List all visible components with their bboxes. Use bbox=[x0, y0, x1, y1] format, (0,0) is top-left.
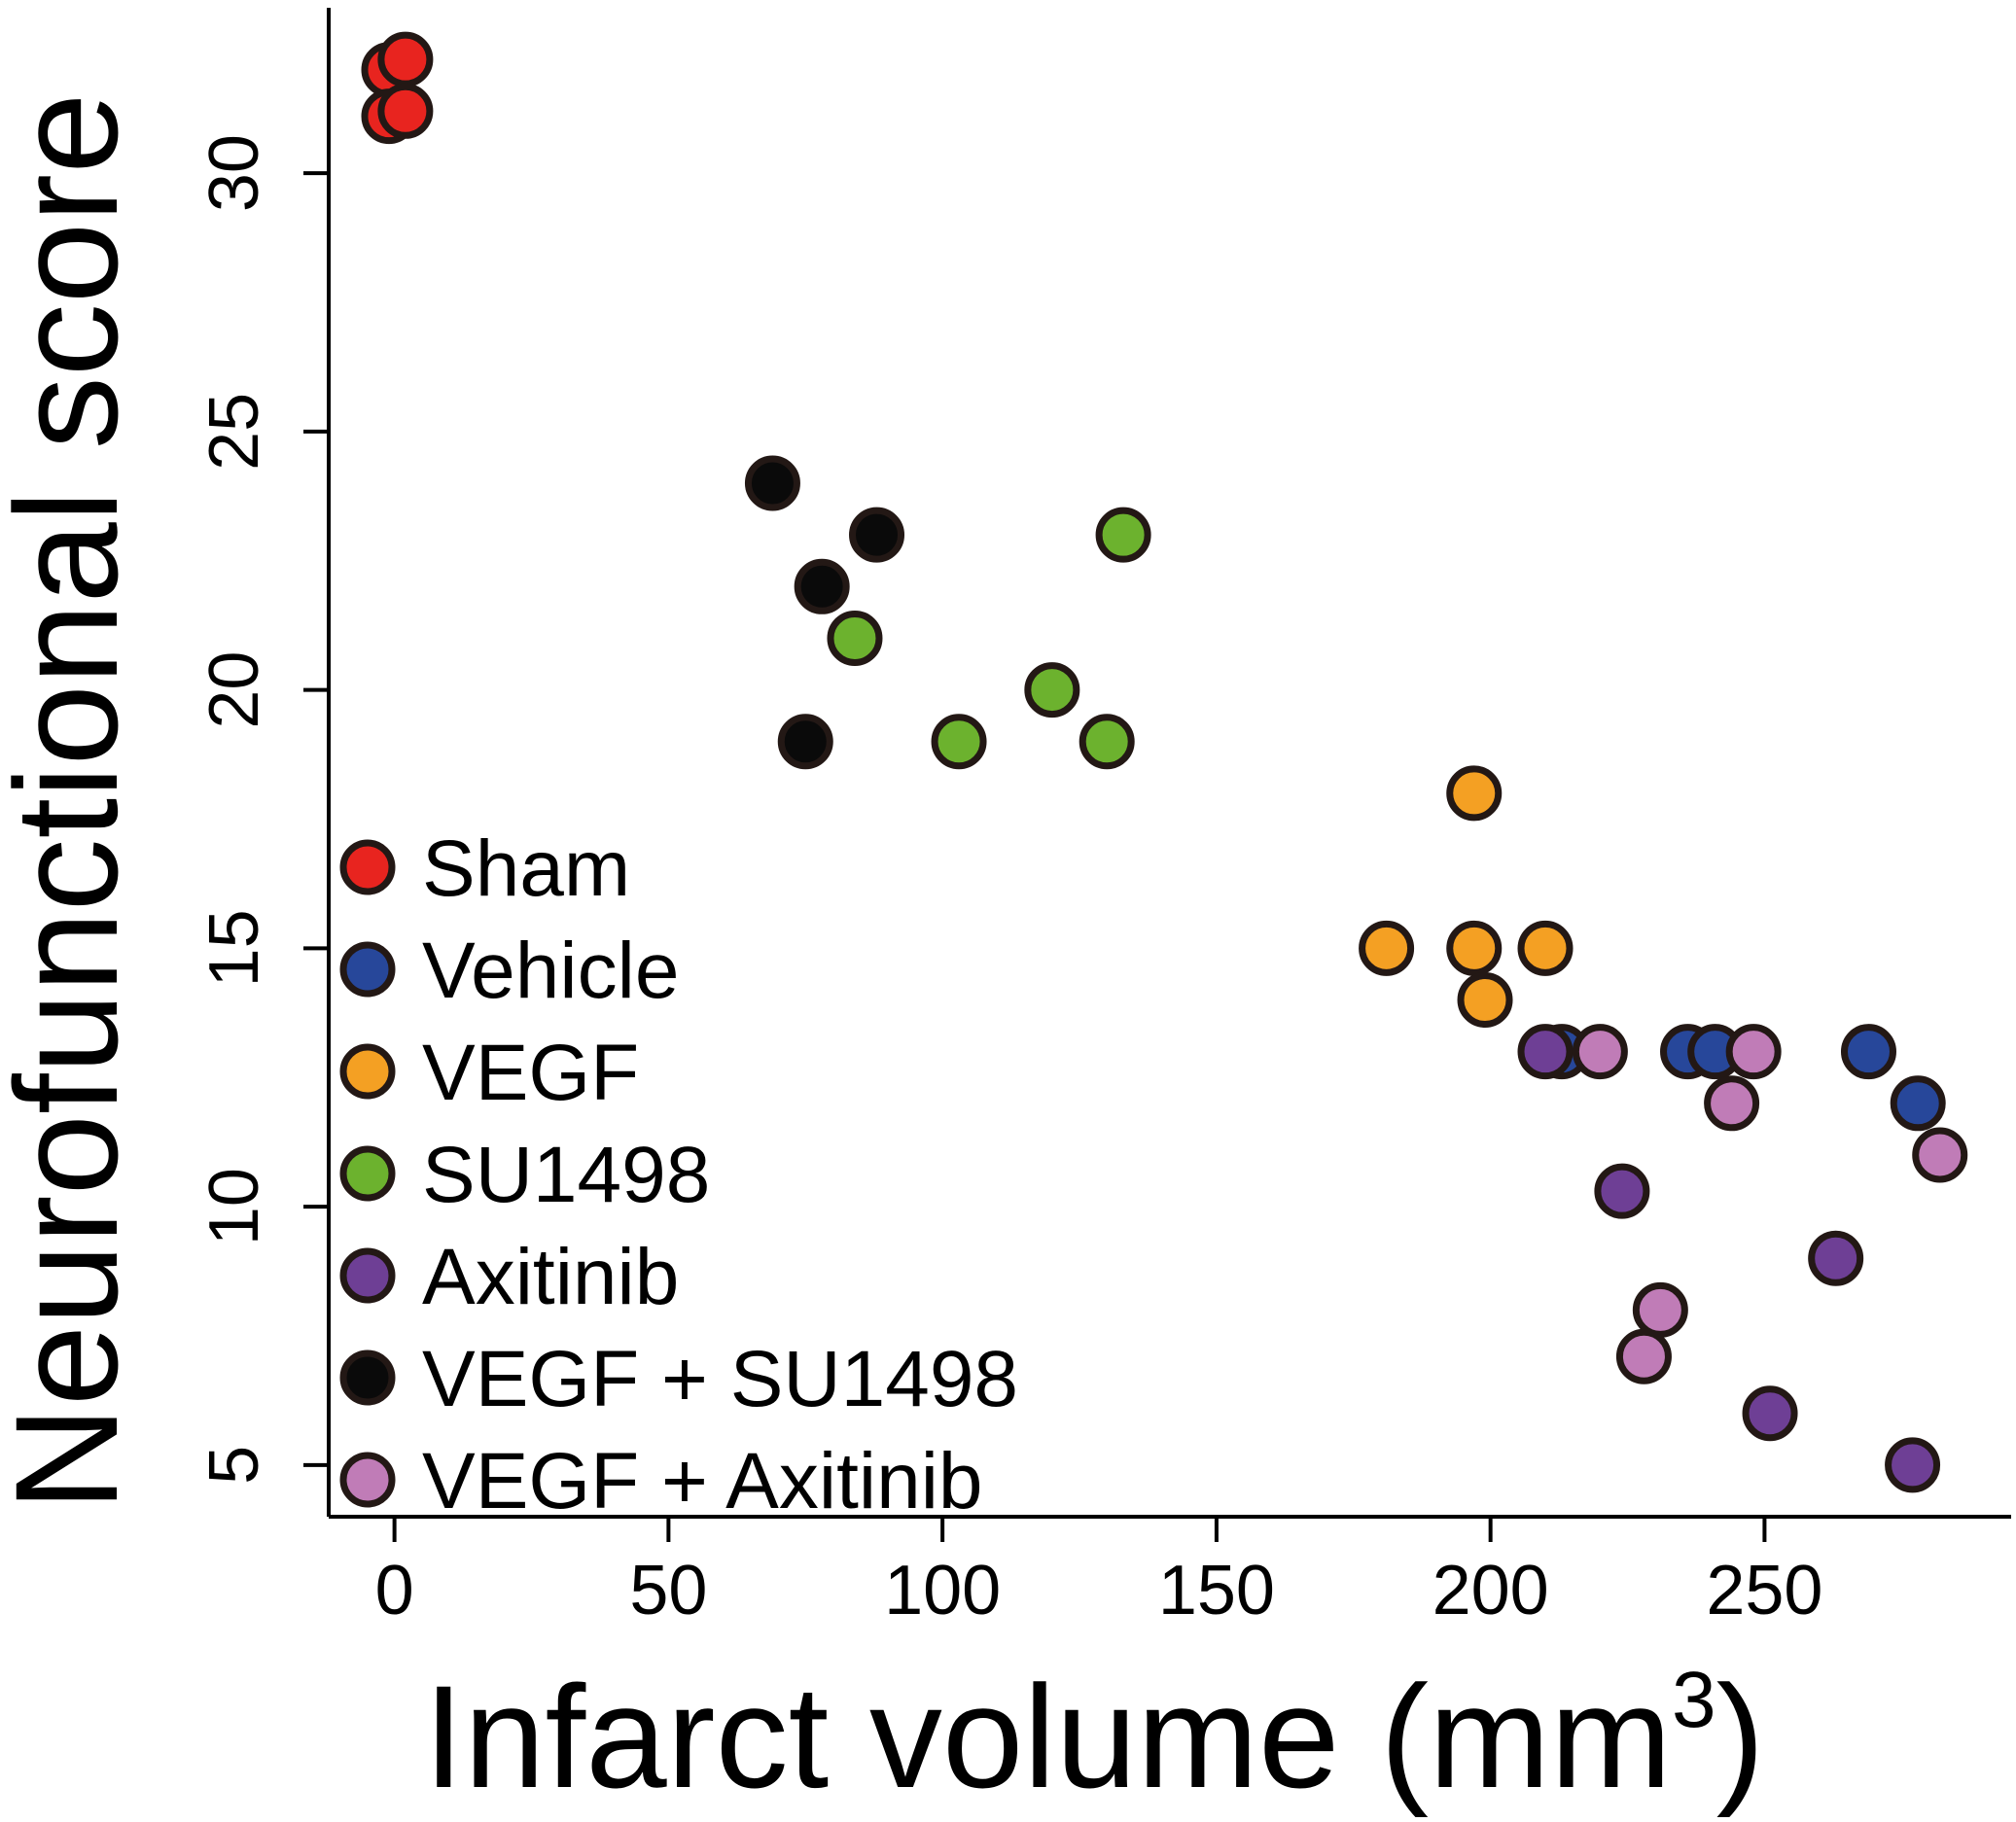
x-tick-label: 50 bbox=[629, 1552, 707, 1629]
legend-label-vegf: VEGF bbox=[422, 1029, 639, 1117]
y-tick-label: 30 bbox=[195, 134, 273, 212]
data-point-su1498 bbox=[827, 610, 883, 666]
data-point-vegf-su1498 bbox=[744, 455, 800, 511]
data-point-vegf-axitinib bbox=[1632, 1281, 1688, 1338]
legend-marker-vegf bbox=[339, 1043, 396, 1100]
data-point-vegf-su1498 bbox=[794, 558, 850, 614]
data-point-vegf-axitinib bbox=[1912, 1127, 1968, 1183]
data-point-axitinib bbox=[1742, 1385, 1798, 1442]
legend-label-vegf-axitinib: VEGF + Axitinib bbox=[422, 1437, 983, 1525]
legend-marker-sham bbox=[339, 839, 396, 895]
data-point-vegf bbox=[1446, 765, 1503, 822]
data-points bbox=[361, 31, 1968, 1493]
data-point-vegf bbox=[1517, 920, 1574, 976]
data-point-axitinib bbox=[1517, 1024, 1574, 1080]
legend: Sham Vehicle VEGF SU1498 Axitinib VEGF + SU14… bbox=[339, 824, 1018, 1525]
data-point-vegf-axitinib bbox=[1615, 1328, 1672, 1384]
x-axis-title-suffix: ) bbox=[1716, 1655, 1765, 1818]
x-tick-label: 250 bbox=[1706, 1552, 1822, 1629]
x-tick-label: 0 bbox=[375, 1552, 414, 1629]
y-tick-label: 20 bbox=[195, 651, 273, 729]
data-point-vegf bbox=[1457, 971, 1513, 1028]
data-point-vegf-axitinib bbox=[1572, 1024, 1628, 1080]
legend-marker-vegf-su1498 bbox=[339, 1349, 396, 1406]
data-point-vehicle bbox=[1840, 1024, 1896, 1080]
data-point-vegf-su1498 bbox=[849, 507, 905, 563]
x-tick-label: 100 bbox=[884, 1552, 1001, 1629]
data-point-vegf bbox=[1359, 920, 1415, 976]
x-tick-label: 200 bbox=[1432, 1552, 1549, 1629]
legend-label-axitinib: Axitinib bbox=[422, 1233, 679, 1321]
data-point-vegf-axitinib bbox=[1725, 1024, 1782, 1080]
x-axis-title-superscript: 3 bbox=[1672, 1656, 1716, 1744]
y-tick-label: 10 bbox=[195, 1168, 273, 1245]
data-point-su1498 bbox=[1079, 714, 1135, 770]
legend-label-vehicle: Vehicle bbox=[422, 927, 679, 1015]
data-point-axitinib bbox=[1808, 1230, 1864, 1286]
x-axis-title-main: Infarct volume (mm bbox=[423, 1655, 1672, 1818]
y-tick-label: 25 bbox=[195, 393, 273, 471]
data-point-vegf-axitinib bbox=[1704, 1075, 1760, 1132]
data-point-su1498 bbox=[1024, 662, 1080, 718]
y-tick-label: 5 bbox=[195, 1446, 273, 1485]
legend-marker-vegf-axitinib bbox=[339, 1452, 396, 1508]
data-point-su1498 bbox=[931, 714, 987, 770]
y-tick-label: 15 bbox=[195, 909, 273, 987]
legend-label-vegf-su1498: VEGF + SU1498 bbox=[422, 1335, 1018, 1423]
data-point-vehicle bbox=[1890, 1075, 1946, 1132]
x-tick-label: 150 bbox=[1158, 1552, 1275, 1629]
legend-marker-axitinib bbox=[339, 1247, 396, 1304]
data-point-su1498 bbox=[1095, 507, 1151, 563]
axes: 0 50 100 150 200 250 5 10 15 20 25 30 bbox=[195, 8, 2011, 1629]
data-point-axitinib bbox=[1594, 1163, 1650, 1219]
legend-label-su1498: SU1498 bbox=[422, 1131, 710, 1219]
x-axis-title: Infarct volume (mm3) bbox=[423, 1655, 1764, 1818]
data-point-vegf-su1498 bbox=[777, 714, 833, 770]
data-point-axitinib bbox=[1885, 1437, 1941, 1493]
legend-marker-vehicle bbox=[339, 941, 396, 998]
data-point-sham bbox=[377, 31, 434, 88]
data-point-vegf bbox=[1446, 920, 1503, 976]
legend-label-sham: Sham bbox=[422, 824, 630, 913]
data-point-sham bbox=[377, 83, 434, 139]
y-axis-title: Neurofunctional score bbox=[0, 92, 148, 1511]
legend-marker-su1498 bbox=[339, 1145, 396, 1202]
